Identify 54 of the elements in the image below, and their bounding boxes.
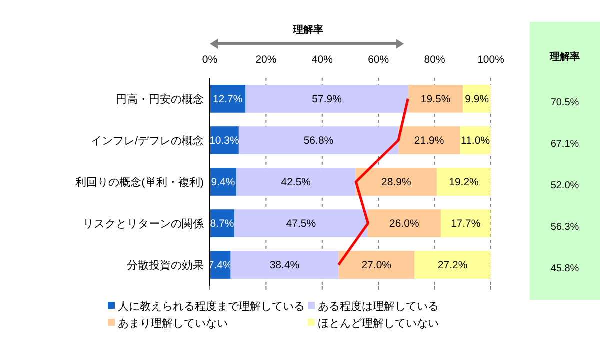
data-label: 19.5% <box>420 94 451 106</box>
data-label: 56.3% <box>550 222 580 234</box>
data-label: 42.5% <box>281 176 312 189</box>
data-label: 17.7% <box>450 218 481 230</box>
x-tick-label: 0% <box>202 54 218 66</box>
data-label: 70.5% <box>550 97 580 108</box>
bar <box>230 251 339 279</box>
bar <box>398 126 460 154</box>
bar <box>236 168 356 196</box>
bar <box>356 168 438 196</box>
y-tick-label: インフレ/デフレの概念 <box>90 135 204 148</box>
bar <box>238 126 399 154</box>
data-label: 56.8% <box>304 135 334 148</box>
legend-label: あまり理解していない <box>118 318 228 330</box>
data-label: 12.7% <box>212 94 243 106</box>
y-tick-label: 分散投資の効果 <box>127 258 204 272</box>
bar <box>338 251 415 279</box>
data-label: 8.7% <box>210 218 234 230</box>
bar <box>368 210 441 238</box>
data-label: 45.8% <box>550 264 580 275</box>
bar <box>234 210 368 238</box>
x-tick-label: 100% <box>478 54 504 66</box>
data-label: 19.2% <box>449 176 479 189</box>
data-label: 9.9% <box>465 94 490 106</box>
legend-label: 人に教えられる程度まで理解している <box>118 300 305 313</box>
data-label: 67.1% <box>550 138 580 150</box>
bar <box>246 85 408 113</box>
data-label: 38.4% <box>270 260 300 272</box>
y-tick-label: リスクとリターンの関係 <box>83 218 204 230</box>
x-tick-label: 20% <box>256 54 277 66</box>
data-label: 9.4% <box>211 176 236 189</box>
x-tick-label: 80% <box>424 54 446 66</box>
bar <box>408 85 464 113</box>
y-tick-label: 円高・円安の概念 <box>116 92 204 106</box>
legend-label: ほとんど理解していない <box>318 318 439 330</box>
text: 理解率 <box>549 51 580 63</box>
x-tick-label: 40% <box>312 54 333 66</box>
bar <box>440 210 491 238</box>
x-tick-label: 60% <box>368 54 390 66</box>
data-label: 57.9% <box>312 94 342 106</box>
text: 理解率 <box>292 24 324 36</box>
y-tick-label: 利回りの概念(単利・複利) <box>76 176 204 189</box>
data-label: 47.5% <box>286 218 316 230</box>
data-label: 52.0% <box>550 180 580 192</box>
data-label: 26.0% <box>390 218 420 230</box>
data-label: 27.0% <box>362 260 392 272</box>
data-label: 10.3% <box>210 135 240 148</box>
bar <box>414 251 491 279</box>
legend-label: ある程度は理解している <box>318 300 439 313</box>
bar <box>437 168 491 196</box>
data-label: 27.2% <box>438 260 468 272</box>
data-label: 28.9% <box>382 176 412 189</box>
data-label: 21.9% <box>414 135 444 148</box>
data-label: 11.0% <box>461 135 490 148</box>
